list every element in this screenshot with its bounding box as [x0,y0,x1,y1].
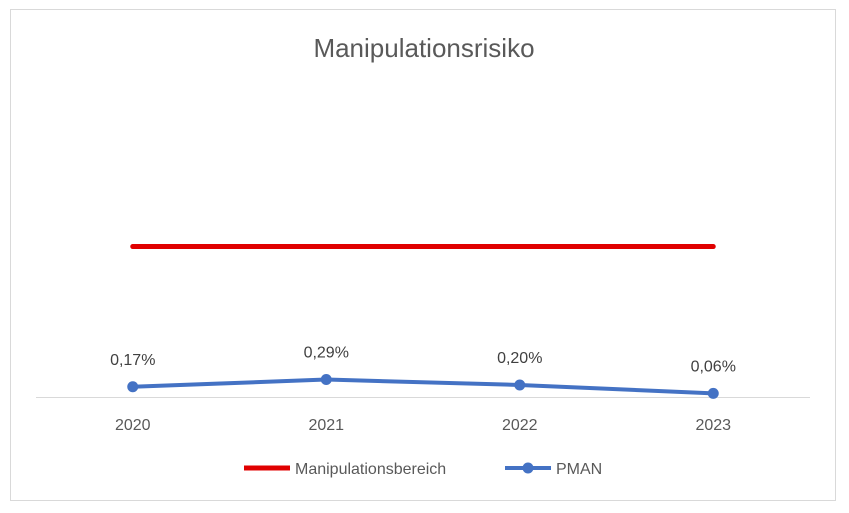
series-layer [127,244,719,399]
series-line-pman [130,377,716,396]
data-label-pman-2020: 0,17% [110,352,155,369]
data-point-pman-2020 [127,381,139,393]
data-point-pman-2023 [707,387,719,399]
data-point-pman-2022 [514,379,526,391]
chart-title: Manipulationsrisiko [313,33,534,63]
x-tick-label-2021: 2021 [308,417,344,434]
data-labels-layer: 0,17% 0,29% 0,20% 0,06% [110,345,736,376]
legend-label-manipulationsbereich: Manipulationsbereich [295,461,446,478]
data-point-pman-2021 [320,374,332,386]
x-tick-label-2022: 2022 [502,417,538,434]
chart-frame [10,9,836,501]
legend-entry-pman: PMAN [505,461,602,478]
data-label-pman-2021: 0,29% [304,345,349,362]
legend-entry-manipulationsbereich: Manipulationsbereich [244,461,446,478]
legend-label-pman: PMAN [556,461,602,478]
legend-marker-pman [522,462,534,474]
x-tick-label-2023: 2023 [695,417,731,434]
data-label-pman-2023: 0,06% [691,358,736,375]
x-tick-label-2020: 2020 [115,417,151,434]
x-tick-labels: 2020 2021 2022 2023 [115,417,731,434]
legend: Manipulationsbereich PMAN [244,461,602,478]
data-label-pman-2022: 0,20% [497,350,542,367]
